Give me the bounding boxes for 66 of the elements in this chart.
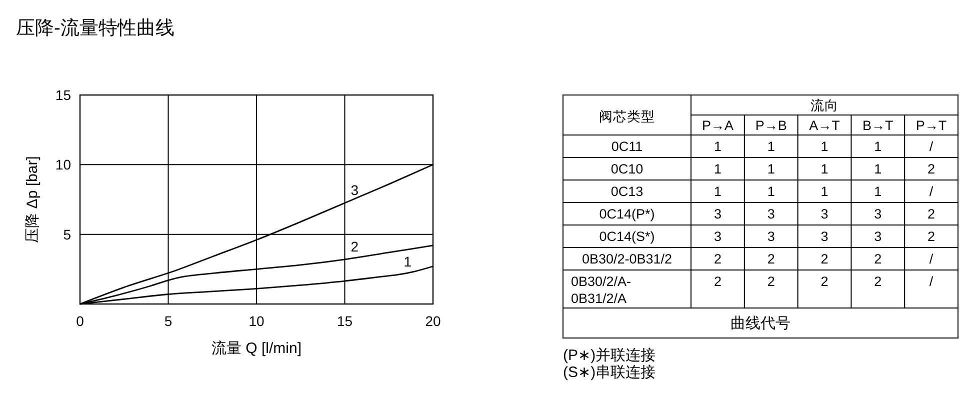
text: 2 [767,252,775,266]
text: 2 [928,162,936,176]
text: 1 [820,184,828,199]
text: 流向 [810,98,838,113]
text: 2 [714,252,722,266]
text: 2 [874,274,882,289]
x-tick-label: 20 [425,313,441,329]
text: / [929,139,934,154]
text: 阀芯类型 [599,109,655,124]
text: 曲线代号 [730,315,790,332]
text: 1 [767,139,775,154]
text: 2 [820,274,828,289]
text: 3 [714,206,722,222]
category-label: P→B [755,118,787,133]
text: 3 [820,229,828,244]
text: 1 [767,184,775,199]
text: / [929,252,934,266]
series-label: 1 [404,254,412,270]
text: 2 [928,229,936,244]
category-label: 0C13 [610,184,644,199]
text: 1 [767,162,775,176]
text: 1 [714,184,722,199]
text: / [929,184,934,199]
x-tick-label: 0 [76,313,84,329]
category-label: A→T [809,118,840,133]
text: 2 [820,252,828,266]
text: 3 [767,229,775,244]
category-label: 0C14(P*) [599,206,655,222]
series-label: 3 [350,182,359,198]
text: 3 [874,229,882,244]
category-label: 0C11 [611,139,643,154]
y-tick-label: 10 [55,156,72,173]
x-axis-title: 流量 Q [l/min] [211,340,302,357]
text: 2 [714,274,722,289]
series-label: 2 [350,238,359,254]
text: 1 [820,162,828,176]
text: (P∗)并联连接 [563,347,656,364]
text: 3 [714,229,722,244]
y-axis-title: 压降 Δp [bar] [24,156,41,243]
text: 1 [714,162,722,176]
text: 1 [820,139,828,154]
text: 1 [874,162,882,176]
text: 3 [874,206,882,222]
text: 2 [928,206,936,222]
text: / [929,274,934,289]
text: 3 [767,206,775,222]
y-tick-label: 15 [55,87,72,103]
category-label: P→A [702,118,734,133]
text: (S∗)串联连接 [563,364,656,381]
text: 1 [874,139,882,154]
category-label: 0B30/2/A- 0B31/2/A [571,274,632,306]
text: 2 [767,274,775,289]
x-tick-label: 10 [248,313,264,329]
category-label: B→T [862,118,894,133]
text: 3 [820,206,828,222]
x-tick-label: 5 [164,313,172,329]
chart-title: 压降-流量特性曲线 [16,17,174,39]
text: 2 [874,252,882,266]
category-label: 0C10 [610,162,644,176]
category-label: P→T [916,118,947,133]
y-tick-label: 5 [63,226,72,242]
category-label: 0B30/2-0B31/2 [582,252,672,266]
x-tick-label: 15 [336,313,353,329]
text: 1 [874,184,882,199]
category-label: 0C14(S*) [599,229,655,244]
text: 1 [714,139,722,154]
